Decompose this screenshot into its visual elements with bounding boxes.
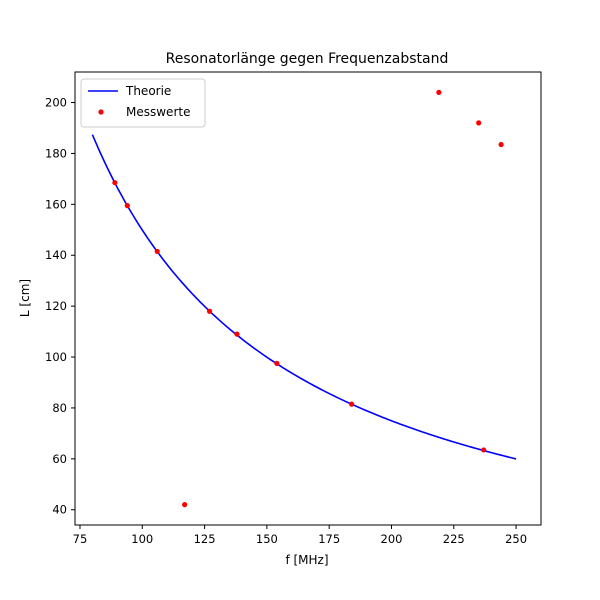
x-tick-label: 200 bbox=[381, 532, 403, 546]
messwert-point bbox=[274, 360, 280, 366]
messwert-point bbox=[481, 447, 487, 453]
messwert-point bbox=[498, 141, 504, 148]
x-tick-label: 250 bbox=[505, 532, 527, 546]
y-tick-label: 80 bbox=[52, 401, 67, 415]
messwert-point bbox=[476, 120, 482, 126]
y-tick-label: 60 bbox=[52, 452, 67, 466]
x-tick-label: 150 bbox=[256, 532, 278, 546]
messwert-point bbox=[154, 248, 160, 255]
x-tick-label: 125 bbox=[194, 532, 216, 546]
plot-area bbox=[74, 71, 542, 526]
y-tick-label: 180 bbox=[45, 146, 67, 160]
legend-messwerte-label: Messwerte bbox=[126, 105, 190, 119]
y-axis-label: L [cm] bbox=[18, 279, 32, 317]
messwert-point bbox=[206, 308, 213, 314]
messwert-point bbox=[124, 203, 130, 209]
messwert-point bbox=[436, 89, 442, 95]
legend-messwerte-marker bbox=[98, 109, 104, 115]
messwert-point bbox=[112, 180, 118, 186]
x-tick-label: 175 bbox=[318, 532, 340, 546]
x-tick-label: 75 bbox=[73, 532, 88, 546]
legend: Theorie Messwerte bbox=[80, 78, 206, 128]
y-tick-label: 160 bbox=[45, 197, 67, 211]
y-tick-label: 100 bbox=[45, 350, 67, 364]
y-axis-ticks: 40 60 80 100 120 140 160 180 200 bbox=[45, 96, 75, 517]
points-layer bbox=[112, 89, 504, 508]
messwert-point bbox=[234, 331, 240, 337]
y-tick-label: 200 bbox=[45, 96, 67, 110]
x-axis-label: f [MHz] bbox=[285, 553, 328, 567]
x-tick-label: 225 bbox=[443, 532, 465, 546]
x-axis-ticks: 75 100 125 150 175 200 225 250 bbox=[73, 525, 527, 546]
theorie-line bbox=[91, 134, 517, 460]
y-tick-label: 140 bbox=[45, 248, 67, 262]
axes-frame bbox=[74, 71, 542, 526]
messwert-point bbox=[182, 502, 188, 508]
messwert-point bbox=[349, 401, 355, 407]
chart-title: Resonatorlänge gegen Frequenzabstand bbox=[166, 51, 449, 67]
y-tick-label: 120 bbox=[45, 299, 67, 313]
y-tick-label: 40 bbox=[52, 503, 67, 517]
x-tick-label: 100 bbox=[131, 532, 153, 546]
theory-layer bbox=[91, 134, 517, 460]
legend-theorie-label: Theorie bbox=[125, 84, 171, 98]
